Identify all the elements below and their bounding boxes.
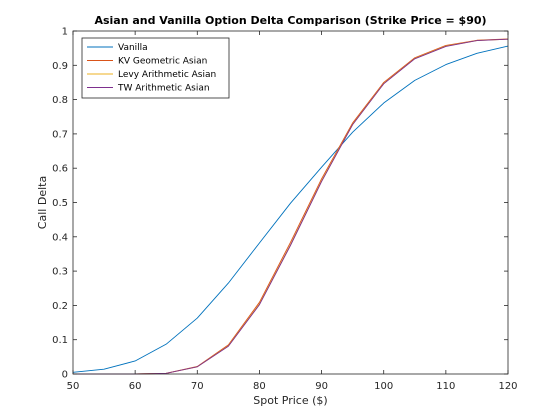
y-tick-label: 0.5 <box>52 198 68 209</box>
x-axis-label: Spot Price ($) <box>253 394 327 407</box>
y-tick-label: 0.6 <box>52 164 68 175</box>
x-tick-label: 70 <box>191 381 204 392</box>
legend-label: Vanilla <box>118 43 148 53</box>
y-tick-label: 0.7 <box>52 129 68 140</box>
series-line-1 <box>72 45 509 373</box>
y-tick-label: 0 <box>62 370 68 381</box>
x-tick-label: 90 <box>315 381 328 392</box>
chart-title: Asian and Vanilla Option Delta Compariso… <box>94 14 486 27</box>
y-tick-label: 0.3 <box>52 267 68 278</box>
legend-label: Levy Arithmetic Asian <box>118 70 216 80</box>
x-tick-label: 50 <box>67 381 80 392</box>
x-tick-label: 80 <box>253 381 266 392</box>
y-axis-label: Call Delta <box>36 176 49 229</box>
y-tick-label: 0.8 <box>52 95 68 106</box>
x-tick-label: 60 <box>129 381 142 392</box>
y-tick-label: 0.9 <box>52 61 68 72</box>
y-tick-label: 0.4 <box>52 232 68 243</box>
legend: Vanilla KV Geometric Asian Levy Arithmetic… <box>81 37 230 99</box>
x-tick-label: 100 <box>374 381 393 392</box>
y-tick-label: 0.2 <box>52 301 68 312</box>
x-tick-label: 110 <box>436 381 455 392</box>
ticks-layer: 50 60 70 80 90 100 110 120 0 0.1 0.2 0.3 0.4 0.5 0.6 0.… <box>52 27 517 393</box>
y-tick-label: 1 <box>62 27 68 38</box>
legend-label: TW Arithmetic Asian <box>117 84 210 94</box>
legend-label: KV Geometric Asian <box>118 57 207 67</box>
y-tick-label: 0.1 <box>52 335 68 346</box>
x-tick-label: 120 <box>498 381 517 392</box>
